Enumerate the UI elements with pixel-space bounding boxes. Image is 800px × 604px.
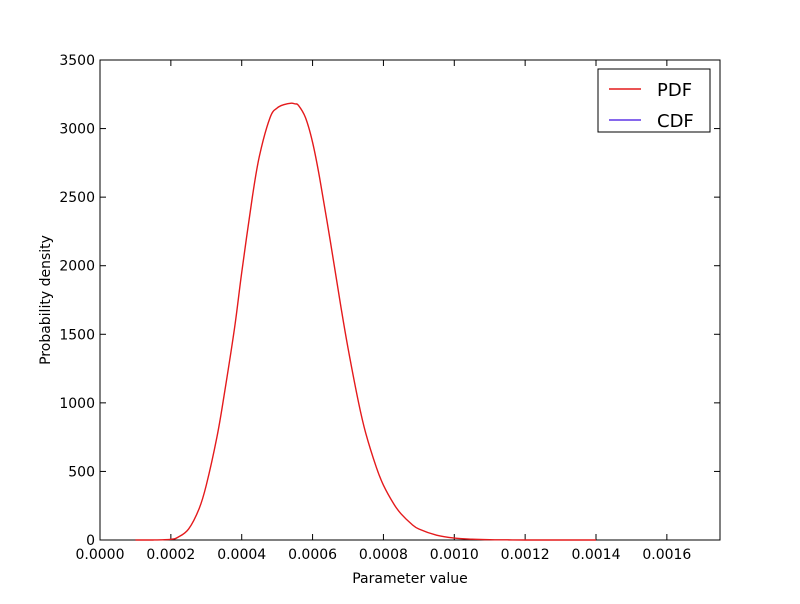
x-tick-label-5: 0.0010 <box>430 547 479 563</box>
x-tick-label-3: 0.0006 <box>288 547 337 563</box>
x-tick-label-4: 0.0008 <box>359 547 408 563</box>
y-tick-label-4: 2000 <box>59 259 95 275</box>
y-tick-label-3: 1500 <box>59 327 95 343</box>
legend-pdf-label: PDF <box>657 80 692 101</box>
y-axis-label: Probability density <box>38 235 54 365</box>
series-line-pdf <box>135 102 596 541</box>
y-tick-label-7: 3500 <box>59 53 95 69</box>
legend: PDF CDF <box>597 68 711 133</box>
y-axis-ticks: 0 500 1000 1500 2000 2500 3000 3500 <box>59 53 720 549</box>
x-axis-label: Parameter value <box>352 571 468 587</box>
y-tick-label-6: 3000 <box>59 122 95 138</box>
x-axis-ticks: 0.0000 0.0002 0.0004 0.0006 0.0008 0.0010 0.00… <box>76 60 691 563</box>
legend-box <box>597 68 711 133</box>
legend-cdf-label: CDF <box>657 111 694 132</box>
y-tick-label-1: 500 <box>68 464 95 480</box>
x-tick-label-0: 0.0000 <box>76 547 125 563</box>
x-tick-label-8: 0.0016 <box>642 547 691 563</box>
x-tick-label-7: 0.0014 <box>572 547 621 563</box>
series-layer <box>135 102 596 541</box>
plot-area <box>99 59 721 541</box>
y-tick-label-0: 0 <box>86 533 95 549</box>
x-tick-label-2: 0.0004 <box>217 547 266 563</box>
x-tick-label-6: 0.0012 <box>501 547 550 563</box>
x-tick-label-1: 0.0002 <box>146 547 195 563</box>
y-tick-label-5: 2500 <box>59 190 95 206</box>
y-tick-label-2: 1000 <box>59 396 95 412</box>
